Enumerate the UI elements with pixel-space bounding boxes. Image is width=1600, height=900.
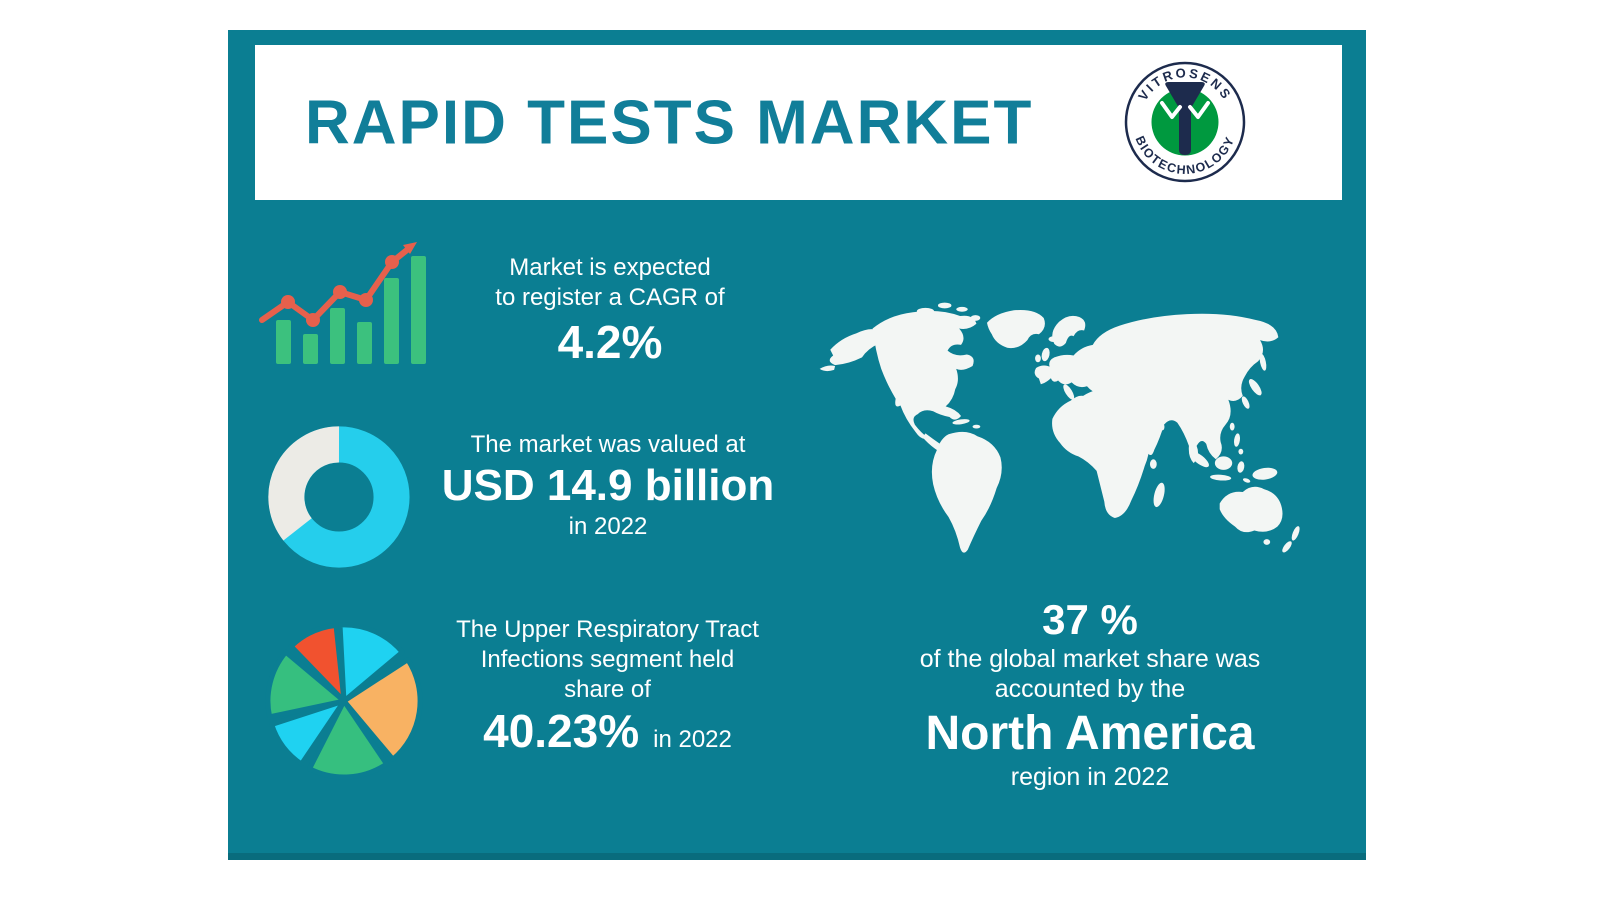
stat-cagr-line2: to register a CAGR of [495, 284, 725, 311]
world-map [819, 302, 1300, 553]
stat-cagr: Market is expected to register a CAGR of… [430, 253, 790, 367]
stat-segment-line2: Infections segment held [480, 646, 735, 673]
vitrosens-logo: VITROSENS BIOTECHNOLOGY [1124, 61, 1246, 183]
donut-chart-icon [268, 426, 410, 568]
stat-region-year: region in 2022 [1010, 763, 1170, 791]
stat-valuation: The market was valued at USD 14.9 billio… [408, 430, 808, 542]
stat-region: 37 % of the global market share was acco… [880, 596, 1300, 792]
stat-segment-value: 40.23% [483, 705, 640, 757]
infographic-card: RAPID TESTS MARKET VITROSENS BIOTECHNOLO… [228, 30, 1366, 860]
stat-region-line2: accounted by the [994, 675, 1186, 703]
header-band: RAPID TESTS MARKET VITROSENS BIOTECHNOLO… [255, 45, 1342, 200]
stat-region-line1: of the global market share was [919, 645, 1261, 673]
bar-chart-icon [259, 242, 426, 364]
stat-cagr-line1: Market is expected [509, 254, 711, 281]
stat-segment-year: in 2022 [653, 726, 732, 753]
stat-valuation-intro: The market was valued at [470, 431, 746, 458]
logo-antibody-shape [1165, 82, 1205, 155]
stat-segment-line3: share of [564, 676, 651, 703]
pie-chart-icon [265, 622, 423, 780]
stat-region-value: 37 % [1042, 596, 1138, 643]
stat-valuation-value: USD 14.9 billion [441, 461, 775, 510]
stat-cagr-value: 4.2% [557, 316, 663, 368]
stat-segment: The Upper Respiratory Tract Infections s… [425, 615, 790, 766]
stat-valuation-year: in 2022 [568, 513, 648, 540]
stat-region-name: North America [925, 707, 1255, 760]
page-title: RAPID TESTS MARKET [305, 88, 1034, 157]
stat-segment-line1: The Upper Respiratory Tract [456, 616, 759, 643]
